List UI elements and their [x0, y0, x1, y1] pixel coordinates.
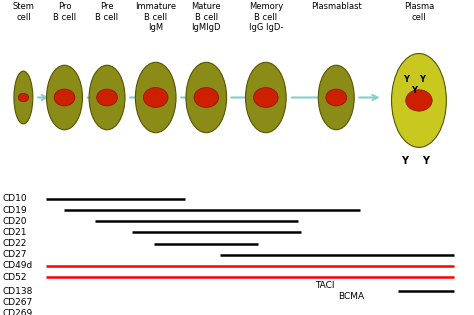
- Text: Plasma
cell: Plasma cell: [404, 2, 434, 21]
- Ellipse shape: [392, 54, 447, 147]
- Ellipse shape: [326, 89, 346, 106]
- Text: Memory
B cell
IgG IgD-: Memory B cell IgG IgD-: [249, 2, 283, 32]
- Text: Y: Y: [401, 156, 408, 166]
- Text: Y: Y: [422, 156, 429, 166]
- Text: CD138: CD138: [2, 287, 33, 295]
- Ellipse shape: [14, 71, 33, 124]
- Text: CD52: CD52: [2, 272, 27, 282]
- Ellipse shape: [54, 89, 75, 106]
- Text: Plasmablast: Plasmablast: [311, 2, 362, 11]
- Ellipse shape: [89, 65, 125, 130]
- Text: TACI: TACI: [315, 281, 335, 290]
- Ellipse shape: [97, 89, 118, 106]
- Ellipse shape: [144, 88, 168, 107]
- Text: CD10: CD10: [2, 194, 27, 203]
- Ellipse shape: [254, 88, 278, 107]
- Ellipse shape: [406, 90, 432, 111]
- Text: Pro
B cell: Pro B cell: [53, 2, 76, 21]
- Text: Pre
B cell: Pre B cell: [95, 2, 118, 21]
- Text: CD21: CD21: [2, 228, 27, 237]
- Text: Stem
cell: Stem cell: [12, 2, 34, 21]
- Ellipse shape: [246, 62, 286, 133]
- Ellipse shape: [136, 62, 176, 133]
- Text: CD49d: CD49d: [2, 261, 32, 270]
- Text: Immature
B cell
IgM: Immature B cell IgM: [135, 2, 176, 32]
- Ellipse shape: [186, 62, 227, 133]
- Text: Mature
B cell
IgMIgD: Mature B cell IgMIgD: [191, 2, 221, 32]
- Text: CD20: CD20: [2, 217, 27, 226]
- Ellipse shape: [46, 65, 82, 130]
- Text: BCMA: BCMA: [337, 292, 364, 301]
- Text: Y: Y: [411, 86, 417, 95]
- Text: CD267: CD267: [2, 298, 32, 307]
- Text: Y: Y: [403, 75, 409, 84]
- Text: CD22: CD22: [2, 239, 27, 248]
- Text: CD269: CD269: [2, 309, 32, 315]
- Ellipse shape: [18, 93, 28, 102]
- Text: Y: Y: [419, 75, 425, 84]
- Text: CD19: CD19: [2, 206, 27, 215]
- Ellipse shape: [194, 88, 219, 107]
- Ellipse shape: [318, 65, 354, 130]
- Text: CD27: CD27: [2, 250, 27, 259]
